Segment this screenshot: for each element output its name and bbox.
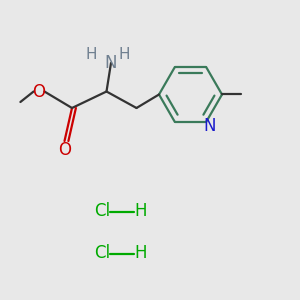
Text: N: N: [105, 54, 117, 72]
Text: H: H: [86, 46, 97, 62]
Text: O: O: [32, 82, 46, 100]
Text: Cl: Cl: [94, 202, 110, 220]
Text: H: H: [135, 202, 147, 220]
Text: H: H: [119, 46, 130, 62]
Text: N: N: [204, 117, 216, 135]
Text: O: O: [58, 141, 71, 159]
Text: H: H: [135, 244, 147, 262]
Text: Cl: Cl: [94, 244, 110, 262]
